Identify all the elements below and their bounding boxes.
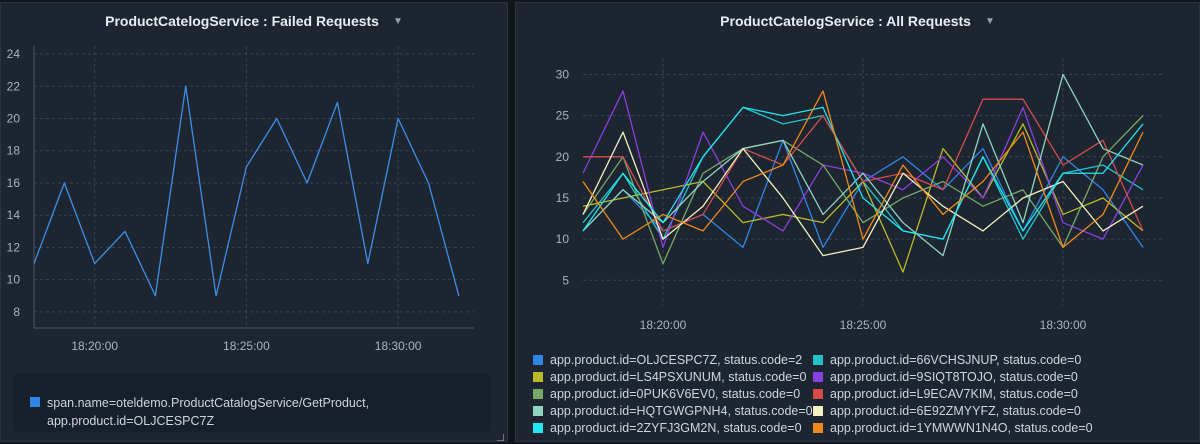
x-tick-label: 18:30:00 [1040,318,1087,332]
y-tick-label: 22 [7,79,21,93]
legend-label: app.product.id=OLJCESPC7Z, status.code=2 [550,353,803,367]
failed-requests-chart: 8 10 12 14 16 18 20 22 24 18:20:00 18:25:00 18:30:0… [7,46,474,353]
y-tick-label: 12 [7,240,21,254]
legend-item[interactable]: app.product.id=L9ECAV7KIM, status.code=0 [813,387,1078,401]
legend-item[interactable]: app.product.id=6E92ZMYYFZ, status.code=0 [813,404,1081,418]
failed-requests-legend: span.name=oteldemo.ProductCatalogService… [14,374,490,432]
legend-item[interactable]: app.product.id=2ZYFJ3GM2N, status.code=0 [533,421,802,435]
legend-label: app.product.id=6E92ZMYYFZ, status.code=0 [830,404,1081,418]
chevron-down-icon[interactable]: ▼ [984,16,995,28]
y-tick-label: 20 [7,112,21,126]
legend-item[interactable]: app.product.id=1YMWWN1N4O, status.code=0 [813,421,1093,435]
series-line-5[interactable] [583,98,1144,232]
series-line-0[interactable] [33,85,460,297]
legend-swatch [813,406,823,416]
y-tick-label: 10 [556,232,570,246]
legend-item[interactable]: app.product.id=LS4PSXUNUM, status.code=0 [533,370,806,384]
legend-swatch [813,423,823,433]
chart-grid [34,46,474,328]
x-tick-label: 18:20:00 [71,339,118,353]
x-tick-label: 18:20:00 [640,318,687,332]
legend-item[interactable]: app.product.id=66VCHSJNUP, status.code=0 [813,353,1081,367]
all-requests-legend: app.product.id=OLJCESPC7Z, status.code=2… [533,353,1193,437]
y-tick-label: 16 [7,176,21,190]
all-requests-panel: ProductCatelogService : All Requests ▼ [515,2,1200,442]
legend-label: app.product.id=9SIQT8TOJO, status.code=0 [830,370,1078,384]
y-tick-label: 10 [7,273,21,287]
y-tick-label: 14 [7,208,21,222]
legend-swatch [533,423,543,433]
legend-swatch [813,372,823,382]
all-requests-chart: 5 10 15 20 25 30 18:20:00 18:25:00 18:30:00 [556,58,1163,332]
failed-requests-panel: ProductCatelogService : Failed Requests ▼ [0,2,508,442]
x-tick-label: 18:25:00 [840,318,887,332]
y-tick-label: 30 [556,67,570,81]
x-tick-label: 18:30:00 [375,339,422,353]
series-line-8[interactable] [582,106,1144,240]
x-tick-label: 18:25:00 [223,339,270,353]
legend-label: app.product.id=HQTGWGPNH4, status.code=0 [550,404,813,418]
legend-item[interactable]: app.product.id=OLJCESPC7Z, status.code=2 [533,353,802,367]
panel-title-failed[interactable]: ProductCatelogService : Failed Requests ▼ [1,9,507,33]
chart-grid [583,58,1163,305]
resize-handle[interactable] [497,434,504,441]
legend-item[interactable]: app.product.id=0PUK6V6EV0, status.code=0 [533,387,800,401]
legend-item[interactable]: span.name=oteldemo.ProductCatalogService… [30,394,369,430]
legend-label: app.product.id=2ZYFJ3GM2N, status.code=0 [550,421,802,435]
chevron-down-icon[interactable]: ▼ [392,16,403,28]
legend-swatch [533,389,543,399]
panel-title-text: ProductCatelogService : Failed Requests [105,13,379,29]
legend-swatch [813,355,823,365]
legend-label: app.product.id=OLJCESPC7Z [47,414,215,428]
legend-item[interactable]: app.product.id=HQTGWGPNH4, status.code=0 [533,404,813,418]
legend-label: span.name=oteldemo.ProductCatalogService… [47,396,370,410]
series-line-7[interactable] [582,131,1144,257]
legend-swatch [30,397,40,407]
legend-item[interactable]: app.product.id=9SIQT8TOJO, status.code=0 [813,370,1078,384]
y-tick-label: 18 [7,144,21,158]
panel-title-text: ProductCatelogService : All Requests [720,13,971,29]
y-tick-label: 8 [13,305,20,319]
legend-swatch [533,406,543,416]
legend-label: app.product.id=66VCHSJNUP, status.code=0 [830,353,1082,367]
legend-label: app.product.id=0PUK6V6EV0, status.code=0 [550,387,801,401]
legend-swatch [813,389,823,399]
legend-swatch [533,355,543,365]
y-tick-label: 15 [556,191,570,205]
panel-title-all[interactable]: ProductCatelogService : All Requests ▼ [516,9,1199,33]
y-tick-label: 20 [556,150,570,164]
y-tick-label: 24 [7,47,21,61]
legend-label: app.product.id=1YMWWN1N4O, status.code=0 [830,421,1093,435]
legend-label: app.product.id=L9ECAV7KIM, status.code=0 [830,387,1078,401]
legend-swatch [533,372,543,382]
series-line-6[interactable] [582,73,1144,257]
legend-label: app.product.id=LS4PSXUNUM, status.code=0 [550,370,807,384]
y-tick-label: 25 [556,109,570,123]
series-line-4[interactable] [582,115,1144,265]
series-line-9[interactable] [582,90,1144,249]
y-tick-label: 5 [562,273,569,287]
